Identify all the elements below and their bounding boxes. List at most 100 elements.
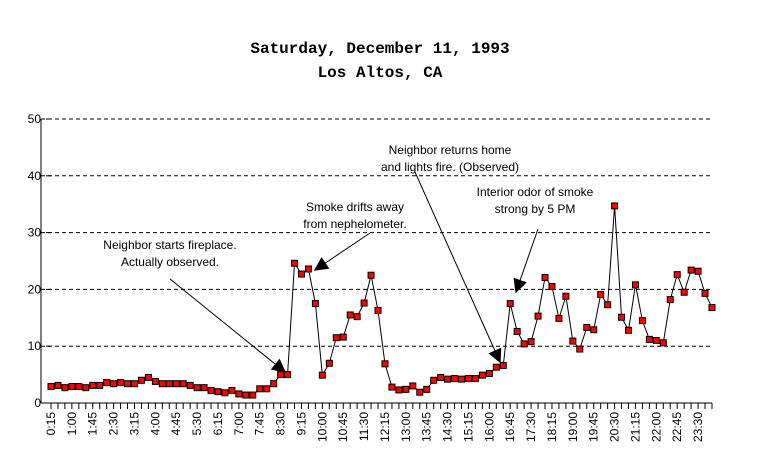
data-point (200, 384, 208, 392)
data-point (256, 385, 264, 393)
annotation-text: Smoke drifts away (306, 200, 404, 214)
annotation-arrow (313, 232, 371, 271)
x-tick-label: 21:15 (628, 412, 642, 442)
data-point (444, 375, 452, 383)
data-point (61, 384, 69, 392)
x-tick-label: 22:45 (670, 412, 684, 442)
annotation-text: strong by 5 PM (495, 202, 576, 216)
x-tick-label: 10:00 (315, 412, 329, 442)
data-point (409, 382, 417, 390)
data-point (611, 202, 619, 210)
y-tick-label: 20 (28, 282, 42, 296)
data-point (464, 375, 472, 383)
annotation-text: Interior odor of smoke (477, 185, 594, 199)
data-point (569, 337, 577, 345)
data-point (701, 289, 709, 297)
data-point (430, 376, 438, 384)
data-point (687, 266, 695, 274)
data-point (179, 380, 187, 388)
data-point (54, 381, 62, 389)
x-tick-label: 8:30 (274, 412, 288, 436)
data-point (291, 259, 299, 267)
data-point (151, 377, 159, 385)
data-point (618, 313, 626, 321)
x-tick-label: 4:00 (148, 412, 162, 436)
data-point (82, 384, 90, 392)
annotation-text: from nephelometer. (303, 217, 406, 231)
annotation-arrow (414, 171, 502, 364)
data-point (423, 385, 431, 393)
data-point (311, 300, 319, 308)
data-point (395, 386, 403, 394)
data-point (214, 388, 222, 396)
x-tick-label: 17:30 (524, 412, 538, 442)
y-tick-label: 50 (28, 112, 42, 126)
data-point (562, 292, 570, 300)
data-point (277, 371, 285, 379)
data-point (638, 317, 646, 325)
data-point (103, 379, 111, 387)
data-point (437, 373, 445, 381)
x-tick-label: 16:45 (503, 412, 517, 442)
data-point (631, 281, 639, 289)
data-point (165, 380, 173, 388)
data-point (471, 375, 479, 383)
data-point (583, 323, 591, 331)
x-tick-label: 4:45 (169, 412, 183, 436)
x-tick-label: 0:15 (44, 412, 58, 436)
data-point (402, 385, 410, 393)
data-point (478, 371, 486, 379)
data-point (75, 383, 83, 391)
data-point (492, 363, 500, 371)
data-point (144, 373, 152, 381)
data-point (221, 389, 229, 397)
data-point (137, 376, 145, 384)
data-point (534, 312, 542, 320)
data-point (207, 387, 215, 395)
annotation-text: and lights fire. (Observed) (381, 160, 519, 174)
x-tick-label: 13:00 (399, 412, 413, 442)
data-point (416, 388, 424, 396)
x-tick-label: 23:30 (691, 412, 705, 442)
data-point (304, 265, 312, 273)
x-tick-label: 18:15 (545, 412, 559, 442)
data-point (318, 371, 326, 379)
x-tick-label: 6:15 (211, 412, 225, 436)
chart-title-line-2: Los Altos, CA (318, 64, 443, 82)
data-point (555, 314, 563, 322)
data-point (374, 306, 382, 314)
x-tick-label: 1:45 (86, 412, 100, 436)
data-point (339, 333, 347, 341)
x-tick-label: 22:00 (649, 412, 663, 442)
data-point (47, 383, 55, 391)
y-tick-label: 40 (28, 169, 42, 183)
data-point (673, 271, 681, 279)
data-point (451, 375, 459, 383)
data-point (590, 326, 598, 334)
data-point (193, 384, 201, 392)
data-point (110, 380, 118, 388)
data-point (506, 300, 514, 308)
data-point (346, 311, 354, 319)
data-point (124, 380, 132, 388)
x-tick-label: 9:15 (294, 412, 308, 436)
annotation-arrow (169, 278, 287, 373)
data-point (332, 334, 340, 342)
chart-title-line-1: Saturday, December 11, 1993 (250, 40, 509, 58)
data-point (235, 390, 243, 398)
data-point (117, 379, 125, 387)
data-point (158, 380, 166, 388)
y-tick-label: 30 (28, 226, 42, 240)
annotation-text: Neighbor returns home (389, 143, 512, 157)
data-point (325, 359, 333, 367)
data-point (659, 339, 667, 347)
data-point (367, 271, 375, 279)
y-tick-label: 10 (28, 339, 42, 353)
data-point (381, 360, 389, 368)
data-point (172, 380, 180, 388)
data-point (666, 296, 674, 304)
annotation-text: Neighbor starts fireplace. (103, 238, 236, 252)
data-point (284, 371, 292, 379)
x-tick-label: 15:15 (461, 412, 475, 442)
data-point (520, 340, 528, 348)
